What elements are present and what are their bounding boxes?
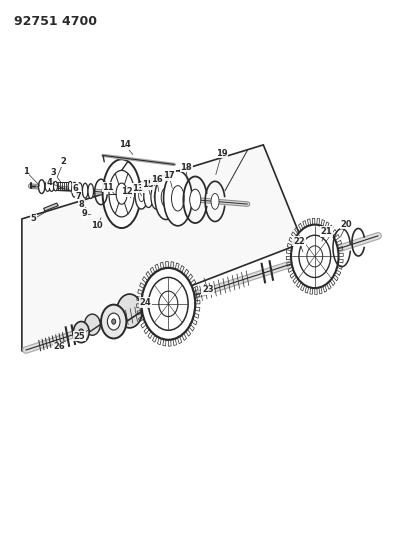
- Ellipse shape: [159, 291, 178, 317]
- Text: 13: 13: [132, 184, 144, 193]
- Ellipse shape: [107, 313, 120, 330]
- Ellipse shape: [172, 185, 184, 211]
- Ellipse shape: [154, 191, 159, 202]
- Text: 23: 23: [202, 285, 214, 294]
- Ellipse shape: [144, 184, 153, 207]
- Text: 17: 17: [163, 171, 175, 180]
- Ellipse shape: [161, 188, 171, 207]
- Text: 11: 11: [102, 183, 114, 192]
- Ellipse shape: [103, 159, 141, 228]
- Ellipse shape: [82, 183, 88, 198]
- Ellipse shape: [88, 184, 94, 198]
- Ellipse shape: [190, 189, 201, 211]
- Ellipse shape: [38, 180, 45, 193]
- Text: 6: 6: [72, 184, 78, 193]
- Ellipse shape: [84, 314, 100, 335]
- Text: 18: 18: [180, 163, 192, 172]
- Ellipse shape: [101, 305, 126, 338]
- Ellipse shape: [299, 235, 331, 278]
- Text: 26: 26: [54, 342, 65, 351]
- Text: 14: 14: [119, 140, 131, 149]
- Text: 15: 15: [142, 180, 154, 189]
- Ellipse shape: [72, 182, 77, 197]
- Ellipse shape: [49, 181, 54, 191]
- Ellipse shape: [77, 183, 82, 198]
- Text: 92751 4700: 92751 4700: [14, 15, 97, 28]
- Ellipse shape: [307, 246, 323, 267]
- Text: 2: 2: [60, 157, 66, 166]
- Ellipse shape: [68, 181, 72, 191]
- Ellipse shape: [155, 175, 177, 220]
- Ellipse shape: [291, 224, 338, 288]
- Text: 21: 21: [321, 227, 332, 236]
- Polygon shape: [44, 203, 58, 211]
- Ellipse shape: [148, 277, 188, 330]
- Ellipse shape: [79, 329, 84, 335]
- Text: 25: 25: [73, 332, 85, 341]
- Text: 4: 4: [47, 179, 52, 188]
- Ellipse shape: [135, 182, 148, 209]
- Text: 9: 9: [82, 209, 87, 218]
- Ellipse shape: [139, 189, 144, 201]
- Text: 20: 20: [341, 220, 352, 229]
- Ellipse shape: [142, 268, 195, 340]
- Ellipse shape: [73, 321, 89, 343]
- Text: 5: 5: [31, 214, 37, 223]
- Ellipse shape: [117, 294, 142, 328]
- Text: 7: 7: [75, 192, 81, 200]
- Text: 10: 10: [91, 221, 103, 230]
- Ellipse shape: [54, 181, 58, 191]
- Text: 22: 22: [293, 237, 305, 246]
- Ellipse shape: [112, 319, 116, 324]
- Ellipse shape: [151, 184, 162, 209]
- Ellipse shape: [164, 171, 192, 226]
- Text: 24: 24: [140, 298, 151, 307]
- Ellipse shape: [45, 181, 50, 191]
- Text: 19: 19: [216, 149, 228, 158]
- Polygon shape: [22, 145, 303, 351]
- Text: 3: 3: [51, 168, 56, 177]
- Ellipse shape: [109, 171, 134, 217]
- Ellipse shape: [211, 193, 219, 209]
- Text: 8: 8: [78, 199, 84, 208]
- Text: 16: 16: [150, 175, 162, 184]
- Text: 12: 12: [121, 188, 133, 197]
- Text: 1: 1: [23, 167, 29, 176]
- Ellipse shape: [116, 183, 127, 204]
